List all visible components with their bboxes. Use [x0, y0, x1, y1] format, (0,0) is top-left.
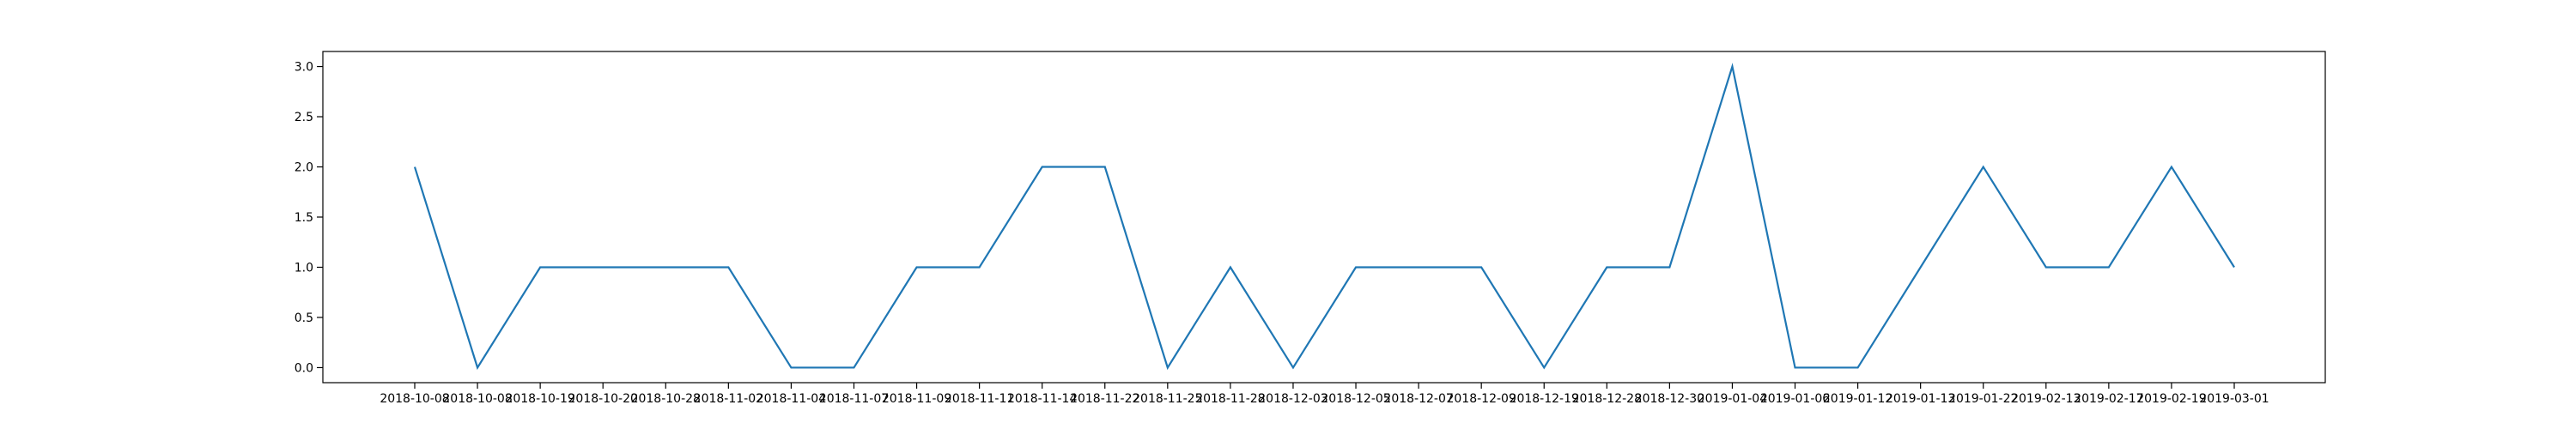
x-tick-label: 2019-03-01 [2199, 392, 2269, 406]
x-tick-label: 2018-11-22 [1070, 392, 1139, 406]
x-tick-label: 2018-12-28 [1572, 392, 1642, 406]
y-axis: 0.0 0.5 1.0 1.5 2.0 2.5 3.0 [295, 61, 323, 375]
x-tick-label: 2018-12-07 [1383, 392, 1453, 406]
x-axis: 2018-10-082018-10-082018-10-192018-10-20… [380, 383, 2269, 406]
x-tick-label: 2018-10-20 [568, 392, 638, 406]
plot-frame-layer [322, 51, 2326, 384]
plot-background [323, 51, 2325, 383]
x-tick-label: 2018-10-08 [380, 392, 449, 406]
x-tick-label: 2018-11-04 [756, 392, 826, 406]
series-layer [413, 63, 2235, 371]
x-tick-label: 2019-01-04 [1698, 392, 1767, 406]
x-tick-label: 2019-02-13 [2011, 392, 2081, 406]
x-tick-label: 2018-12-09 [1446, 392, 1516, 406]
x-tick-label: 2018-11-11 [945, 392, 1014, 406]
x-tick-label: 2018-11-28 [1195, 392, 1265, 406]
x-tick-label: 2018-11-07 [819, 392, 889, 406]
x-tick-label: 2019-01-12 [1823, 392, 1893, 406]
y-tick-label: 3.0 [295, 61, 313, 75]
x-tick-label: 2019-01-22 [1948, 392, 2018, 406]
x-tick-label: 2018-11-09 [882, 392, 951, 406]
x-tick-label: 2018-12-30 [1635, 392, 1704, 406]
y-tick-label: 1.5 [295, 211, 313, 225]
y-tick-label: 0.0 [295, 361, 313, 375]
plot-frame [322, 51, 2326, 384]
x-tick-label: 2019-01-13 [1886, 392, 1955, 406]
x-tick-label: 2018-11-14 [1007, 392, 1077, 406]
y-tick-label: 2.0 [295, 161, 313, 175]
series-line [413, 63, 2235, 371]
x-tick-label: 2019-02-19 [2136, 392, 2206, 406]
x-tick-label: 2019-01-06 [1760, 392, 1830, 406]
y-tick-label: 1.0 [295, 261, 313, 275]
x-tick-label: 2018-10-28 [631, 392, 701, 406]
y-tick-label: 0.5 [295, 311, 313, 325]
x-tick-label: 2018-10-08 [442, 392, 512, 406]
x-tick-label: 2018-10-19 [505, 392, 574, 406]
plot-area [323, 51, 2325, 383]
x-tick-label: 2018-11-25 [1133, 392, 1202, 406]
x-tick-label: 2018-12-19 [1510, 392, 1579, 406]
x-tick-label: 2018-12-05 [1321, 392, 1390, 406]
y-tick-label: 2.5 [295, 111, 313, 124]
x-tick-label: 2018-11-02 [694, 392, 763, 406]
x-tick-label: 2019-02-17 [2074, 392, 2143, 406]
x-tick-label: 2018-12-03 [1258, 392, 1327, 406]
